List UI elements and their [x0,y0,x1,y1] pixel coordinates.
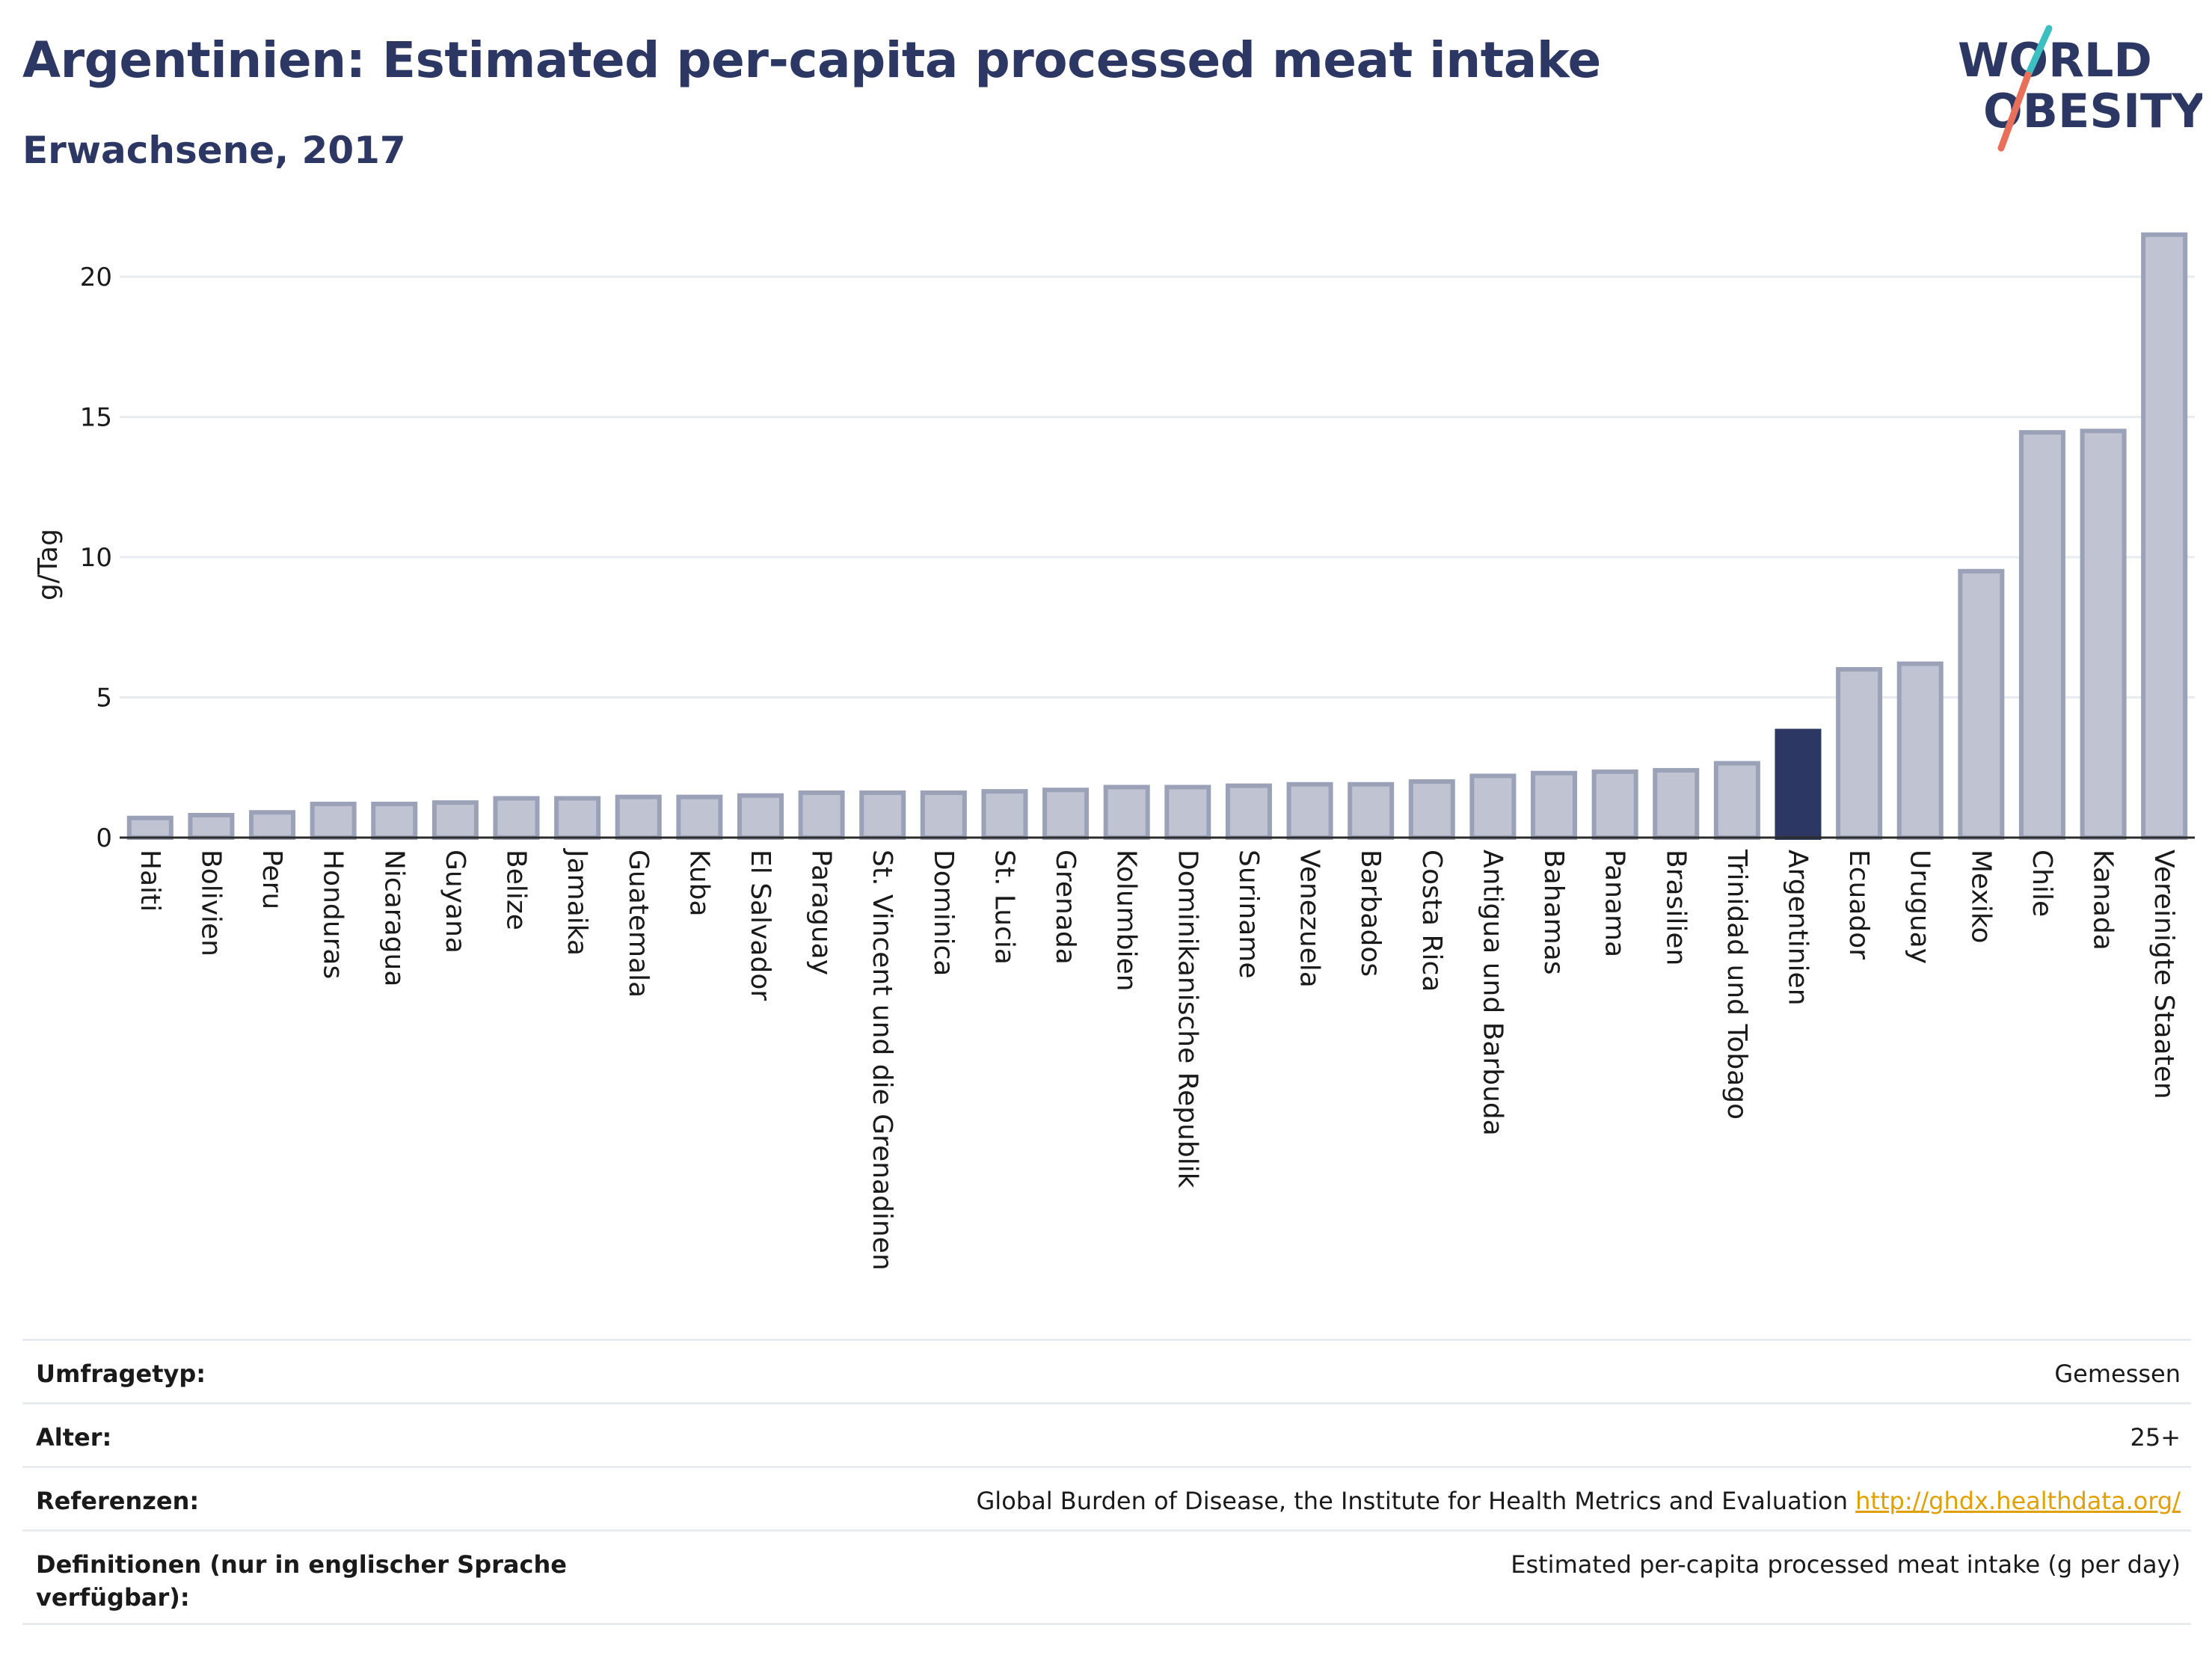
x-tick-label: Bolivien [195,850,226,957]
logo-slash-teal [2024,25,2053,79]
x-tick-label: Barbados [1355,850,1386,977]
bar-mexiko [1958,568,2005,840]
bar-grenada [1042,787,1090,840]
bar-nicaragua [371,802,418,840]
bar-st-lucia [981,789,1028,840]
info-row-references: Referenzen: Global Burden of Disease, th… [22,1466,2191,1529]
x-tick-label: Brasilien [1660,850,1691,965]
y-tick-label: 15 [80,403,112,433]
bar-guyana [431,800,479,840]
x-tick-label: Guyana [440,850,470,954]
bar-bahamas [1531,770,1578,840]
x-tick-label: Kuba [683,850,714,917]
x-tick-label: Argentinien [1782,850,1813,1006]
info-row-definitions: Definitionen (nur in englischer Sprache … [22,1529,2191,1625]
x-tick-label: Haiti [135,850,165,912]
bar-chart: 0 5 10 15 20 g/Tag Haiti Bolivien Peru Honduras Ni… [33,232,2195,1271]
bar-kolumbien [1103,784,1150,840]
bar-trinidad-und-tobago [1713,761,1760,840]
bar-venezuela [1286,782,1333,840]
y-tick-label: 10 [80,543,112,573]
info-value-definitions: Estimated per-capita processed meat inta… [1511,1550,2181,1579]
logo-slash-coral [1997,71,2032,152]
x-tick-label: Honduras [318,850,348,979]
bar-ecuador [1836,667,1883,840]
bar-argentinien [1775,728,1822,840]
info-label-references: Referenzen: [36,1487,200,1515]
info-label-definitions: Definitionen (nur in englischer Sprache … [36,1550,567,1612]
bar-bolivien [188,813,235,840]
x-tick-label: Peru [256,850,287,909]
x-tick-label: Trinidad und Tobago [1721,849,1752,1120]
x-tick-label: Belize [501,850,532,930]
x-tick-label: St. Vincent und die Grenadinen [867,850,897,1271]
bar-haiti [126,815,173,840]
bar-dominica [920,790,967,840]
y-axis-label: g/Tag [33,529,64,601]
info-row-survey-type: Umfragetyp: Gemessen [22,1339,2191,1402]
bar-antigua-und-barbuda [1469,773,1517,840]
info-value-age: 25+ [2130,1423,2181,1452]
x-tick-label: Chile [2027,850,2057,917]
x-tick-label: Venezuela [1294,850,1325,988]
bar-belize [493,796,540,840]
x-tick-label: Paraguay [806,850,837,975]
y-tick-label: 5 [96,684,112,713]
page-subtitle: Erwachsene, 2017 [22,129,406,172]
info-label-survey-type: Umfragetyp: [36,1360,206,1388]
info-row-age: Alter: 25+ [22,1402,2191,1466]
info-table: Umfragetyp: Gemessen Alter: 25+ Referenz… [22,1339,2191,1625]
x-tick-label: Dominica [928,850,959,977]
bar-brasilien [1653,768,1700,840]
x-tick-label: Guatemala [623,850,654,998]
bar-jamaika [554,796,601,840]
references-link[interactable]: http://ghdx.healthdata.org/ [1855,1487,2181,1515]
x-tick-label: Bahamas [1538,850,1569,975]
y-tick-label: 20 [80,262,112,292]
bar-dominikanische-republik [1164,784,1211,840]
y-tick-label: 0 [96,823,112,853]
x-tick-label: St. Lucia [989,850,1019,965]
bar-chile [2018,430,2065,840]
x-tick-label: Mexiko [1965,850,1996,943]
x-tick-label: Suriname [1233,850,1264,979]
x-tick-label: Kolumbien [1111,850,1142,992]
info-label-age: Alter: [36,1423,112,1452]
x-tick-label: Antigua und Barbuda [1477,850,1508,1136]
x-tick-label: Grenada [1050,850,1081,965]
bar-paraguay [798,790,845,840]
info-value-references: Global Burden of Disease, the Institute … [977,1484,2181,1517]
bar-panama [1591,769,1638,840]
x-tick-label: Vereinigte Staaten [2148,850,2179,1099]
x-tick-label: Kanada [2088,850,2119,951]
bar-suriname [1225,783,1272,840]
info-value-survey-type: Gemessen [2054,1360,2181,1388]
x-tick-label: Panama [1600,850,1630,957]
x-tick-label: El Salvador [745,850,775,1001]
bar-kanada [2080,429,2127,840]
x-tick-label: Uruguay [1905,850,1935,964]
bar-kuba [676,794,723,840]
bar-peru [249,810,296,840]
logo-text-world: WORLD [1958,33,2152,87]
bar-costa-rica [1408,779,1455,840]
bar-guatemala [615,794,662,840]
bar-el-salvador [737,793,784,840]
x-tick-label: Nicaragua [378,850,409,986]
bar-st-vincent-und-die-grenadinen [859,790,906,840]
world-obesity-logo: WORLD OBESITY [1958,25,2202,152]
x-tick-label: Ecuador [1843,850,1874,959]
x-tick-label: Costa Rica [1416,850,1447,992]
references-text: Global Burden of Disease, the Institute … [976,1487,1848,1515]
bar-vereinigte-staaten [2141,232,2188,840]
page-title: Argentinien: Estimated per-capita proces… [22,31,1601,89]
x-tick-label: Jamaika [562,848,592,956]
bar-honduras [310,802,357,840]
bar-barbados [1348,782,1395,840]
bar-uruguay [1896,661,1944,840]
x-tick-label: Dominikanische Republik [1172,850,1202,1188]
